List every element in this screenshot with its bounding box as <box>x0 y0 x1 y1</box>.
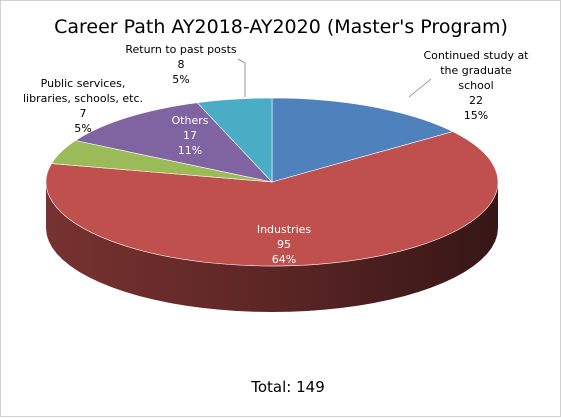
pie-side-walls <box>46 182 498 312</box>
slice-value: 95 <box>277 238 291 251</box>
slice-label: Return to past posts <box>125 43 237 56</box>
leader-line <box>237 58 246 97</box>
pie-slice <box>196 97 273 183</box>
slice-label: Industries <box>257 223 312 236</box>
slice-side-wall <box>46 182 498 312</box>
slice-value: 8 <box>178 58 185 71</box>
chart-title: Career Path AY2018-AY2020 (Master's Prog… <box>54 16 508 38</box>
slice-value: 22 <box>469 94 483 107</box>
pie-slice <box>271 97 454 183</box>
slice-value: 17 <box>183 129 197 142</box>
leader-lines <box>237 58 432 98</box>
slice-percent: 5% <box>74 122 91 135</box>
pie-slice <box>45 131 499 267</box>
slice-label: Public services, <box>41 77 126 90</box>
slice-labels: Continued study at the graduate school 22 15… <box>23 43 529 266</box>
slice-label: Continued study at <box>424 49 530 62</box>
slice-label: the graduate <box>440 64 512 77</box>
pie-slice <box>74 102 273 183</box>
slice-percent: 11% <box>178 144 202 157</box>
leader-line <box>408 78 432 98</box>
slice-percent: 15% <box>464 109 488 122</box>
slice-label: school <box>458 79 493 92</box>
slice-percent: 5% <box>172 73 189 86</box>
slice-percent: 64% <box>272 253 296 266</box>
slice-value: 7 <box>80 107 87 120</box>
slice-label: libraries, schools, etc. <box>23 92 143 105</box>
slice-label: Others <box>172 114 209 127</box>
total-label: Total: 149 <box>250 378 324 396</box>
pie-slices <box>45 97 499 267</box>
